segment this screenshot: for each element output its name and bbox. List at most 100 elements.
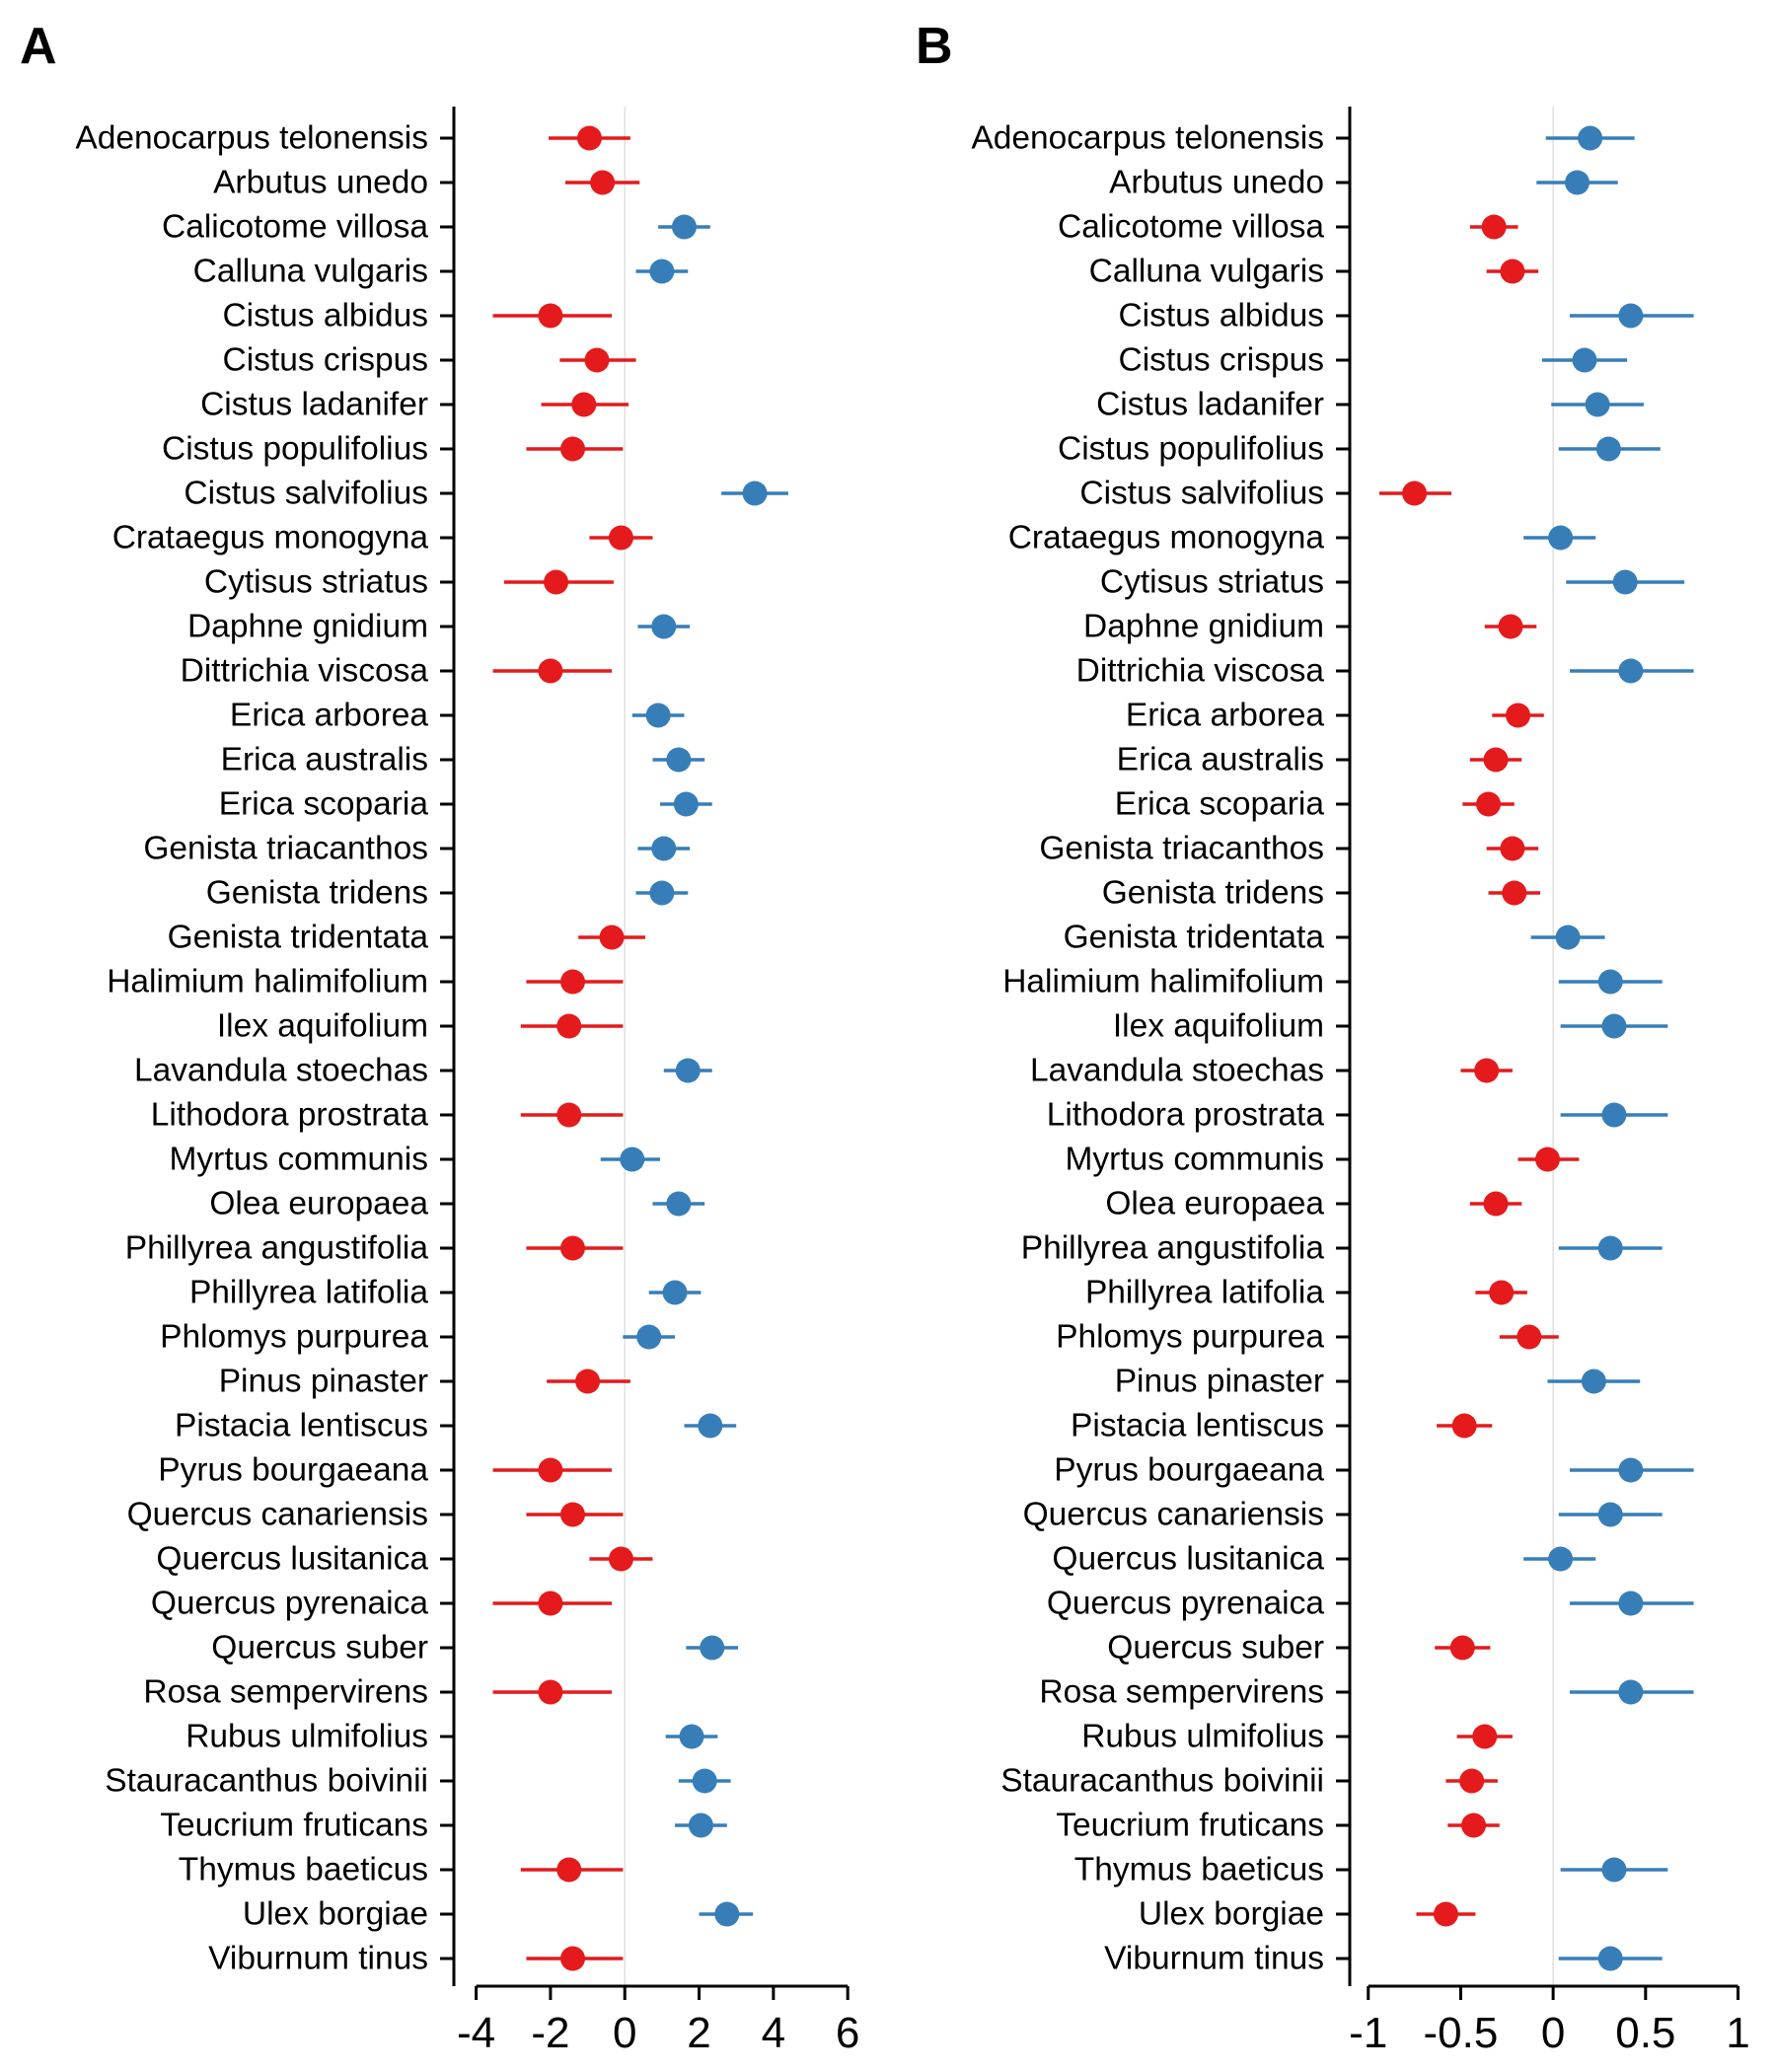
panel-a-species-label: Pistacia lentiscus (175, 1408, 428, 1444)
panel-b-species-label: Cistus ladanifer (1096, 387, 1324, 423)
panel-b-estimate-point (1535, 1147, 1561, 1172)
panel-a-species-label: Stauracanthus boivinii (105, 1763, 428, 1800)
panel-a-estimate-point (556, 1013, 582, 1039)
panel-a-estimate-point (608, 525, 633, 551)
panel-a-species-label: Lithodora prostrata (151, 1097, 429, 1134)
panel-b-species-label: Halimium halimifolium (1002, 964, 1324, 1000)
panel-a-estimate-point (599, 925, 625, 950)
panel-b-estimate-point (1461, 1813, 1487, 1838)
panel-b-species-label: Rosa sempervirens (1039, 1674, 1324, 1711)
panel-b-estimate-point (1548, 1546, 1574, 1572)
panel-b-species-label: Rubus ulmifolius (1081, 1719, 1324, 1755)
panel-a-species-label: Phillyrea angustifolia (125, 1230, 429, 1267)
panel-a-estimate-point (538, 1591, 563, 1616)
panel-b-x-tick-label: 1 (1726, 2009, 1749, 2057)
panel-a-species-label: Phlomys purpurea (160, 1319, 428, 1356)
panel-a-species-label: Lavandula stoechas (134, 1053, 428, 1089)
panel-a-species-label: Halimium halimifolium (107, 964, 428, 1000)
panel-a-species-label: Crataegus monogyna (112, 520, 429, 556)
panel-a-estimate-point (575, 1369, 601, 1394)
panel-a-species-label: Viburnum tinus (208, 1941, 428, 1977)
panel-b-species-label: Ilex aquifolium (1113, 1008, 1324, 1045)
panel-b-letter: B (916, 18, 953, 75)
panel-a-species-label: Olea europaea (209, 1186, 428, 1222)
panel-b-estimate-point (1612, 569, 1638, 595)
panel-a-estimate-point (662, 1280, 688, 1305)
panel-a-species-label: Pyrus bourgaeana (158, 1452, 428, 1489)
panel-a-estimate-point (649, 259, 675, 284)
panel-b-species-label: Crataegus monogyna (1008, 520, 1325, 556)
panel-a-estimate-point (590, 170, 616, 195)
panel-a-estimate-point (538, 303, 563, 329)
panel-a-species-label: Rubus ulmifolius (185, 1719, 428, 1755)
panel-b-estimate-point (1564, 170, 1590, 195)
panel-b-species-label: Cistus populifolius (1058, 431, 1324, 468)
panel-b-estimate-point (1555, 925, 1581, 950)
panel-b-estimate-point (1601, 1102, 1627, 1128)
panel-a-x-tick-label: 6 (836, 2009, 859, 2057)
panel-b-species-label: Quercus pyrenaica (1047, 1586, 1325, 1622)
panel-b-estimate-point (1581, 1369, 1606, 1394)
panel-b-estimate-point (1618, 303, 1644, 329)
panel-a-estimate-point (636, 1324, 662, 1350)
panel-b-estimate-point (1506, 703, 1531, 728)
panel-b-forest-plot: -1 -0.5 0 0.5 1 Adenocarpus telonensis Arbutus… (971, 107, 1750, 2057)
panel-a-species-label: Cistus salvifolius (184, 476, 428, 512)
panel-a-species-label: Myrtus communis (170, 1142, 428, 1178)
panel-b-estimate-point (1601, 1013, 1627, 1039)
panel-a-estimate-point (698, 1413, 723, 1439)
panel-a-estimate-point (673, 791, 699, 817)
panel-a-estimate-point (700, 1635, 725, 1661)
panel-b-species-label: Arbutus unedo (1109, 165, 1324, 201)
panel-b-estimate-point (1433, 1901, 1458, 1927)
panel-b-estimate-point (1601, 1857, 1627, 1883)
panel-a-estimate-point (544, 569, 569, 595)
panel-b-species-label: Viburnum tinus (1104, 1941, 1324, 1977)
panel-b-estimate-point (1402, 481, 1428, 506)
panel-a-species-label: Genista tridentata (168, 920, 429, 956)
panel-a-estimate-point (645, 703, 671, 728)
panel-b-species-label: Lavandula stoechas (1030, 1053, 1324, 1089)
panel-b-species-label: Adenocarpus telonensis (971, 120, 1324, 157)
panel-b-species-label: Dittrichia viscosa (1076, 653, 1325, 690)
panel-a-estimate-point (671, 214, 697, 240)
panel-b-estimate-point (1597, 969, 1623, 995)
panel-b-x-tick-label: 0 (1541, 2009, 1565, 2057)
panel-a-species-label: Adenocarpus telonensis (75, 120, 428, 157)
panel-b-species-label: Cistus crispus (1119, 342, 1325, 379)
panel-b-species-label: Ulex borgiae (1139, 1896, 1324, 1933)
panel-a-x-tick-label: -4 (457, 2009, 495, 2057)
panel-a-estimate-point (651, 614, 677, 639)
panel-a-estimate-point (538, 1457, 563, 1483)
panel-b-x-tick-label: 0.5 (1615, 2009, 1675, 2057)
panel-a-species-label: Ulex borgiae (243, 1896, 428, 1933)
panel-b-estimate-point (1474, 1058, 1500, 1083)
panel-a-estimate-point (742, 481, 768, 506)
panel-b-estimate-point (1483, 747, 1509, 773)
panel-a-estimate-point (714, 1901, 740, 1927)
panel-a-species-label: Cistus populifolius (162, 431, 428, 468)
panel-a-estimate-point (556, 1102, 582, 1128)
panel-b-estimate-point (1597, 1946, 1623, 1971)
panel-a-species-label: Thymus baeticus (179, 1852, 428, 1888)
panel-a-estimate-point (666, 1191, 692, 1217)
panel-a-species-label: Genista tridens (206, 875, 428, 912)
panel-a-estimate-point (620, 1147, 645, 1172)
panel-b-species-label: Quercus canariensis (1023, 1497, 1324, 1533)
panel-a-letter: A (20, 18, 57, 75)
panel-a-species-label: Cytisus striatus (204, 564, 428, 601)
panel-a-species-label: Cistus ladanifer (200, 387, 428, 423)
panel-a-species-label: Ilex aquifolium (217, 1008, 428, 1045)
panel-a-estimate-point (608, 1546, 633, 1572)
panel-b-estimate-point (1502, 880, 1527, 906)
panel-a-estimate-point (560, 1946, 586, 1971)
panel-b-estimate-point (1597, 1502, 1623, 1527)
panel-b-species-label: Cytisus striatus (1100, 564, 1324, 601)
panel-b-estimate-point (1481, 214, 1507, 240)
panel-b-species-label: Teucrium fruticans (1056, 1808, 1324, 1844)
panel-b-estimate-point (1618, 1679, 1644, 1705)
panel-a-species-label: Cistus albidus (222, 298, 428, 334)
panel-a-species-label: Erica arborea (230, 698, 428, 734)
panel-a-estimate-point (576, 125, 602, 151)
panel-b-species-label: Genista tridentata (1064, 920, 1325, 956)
